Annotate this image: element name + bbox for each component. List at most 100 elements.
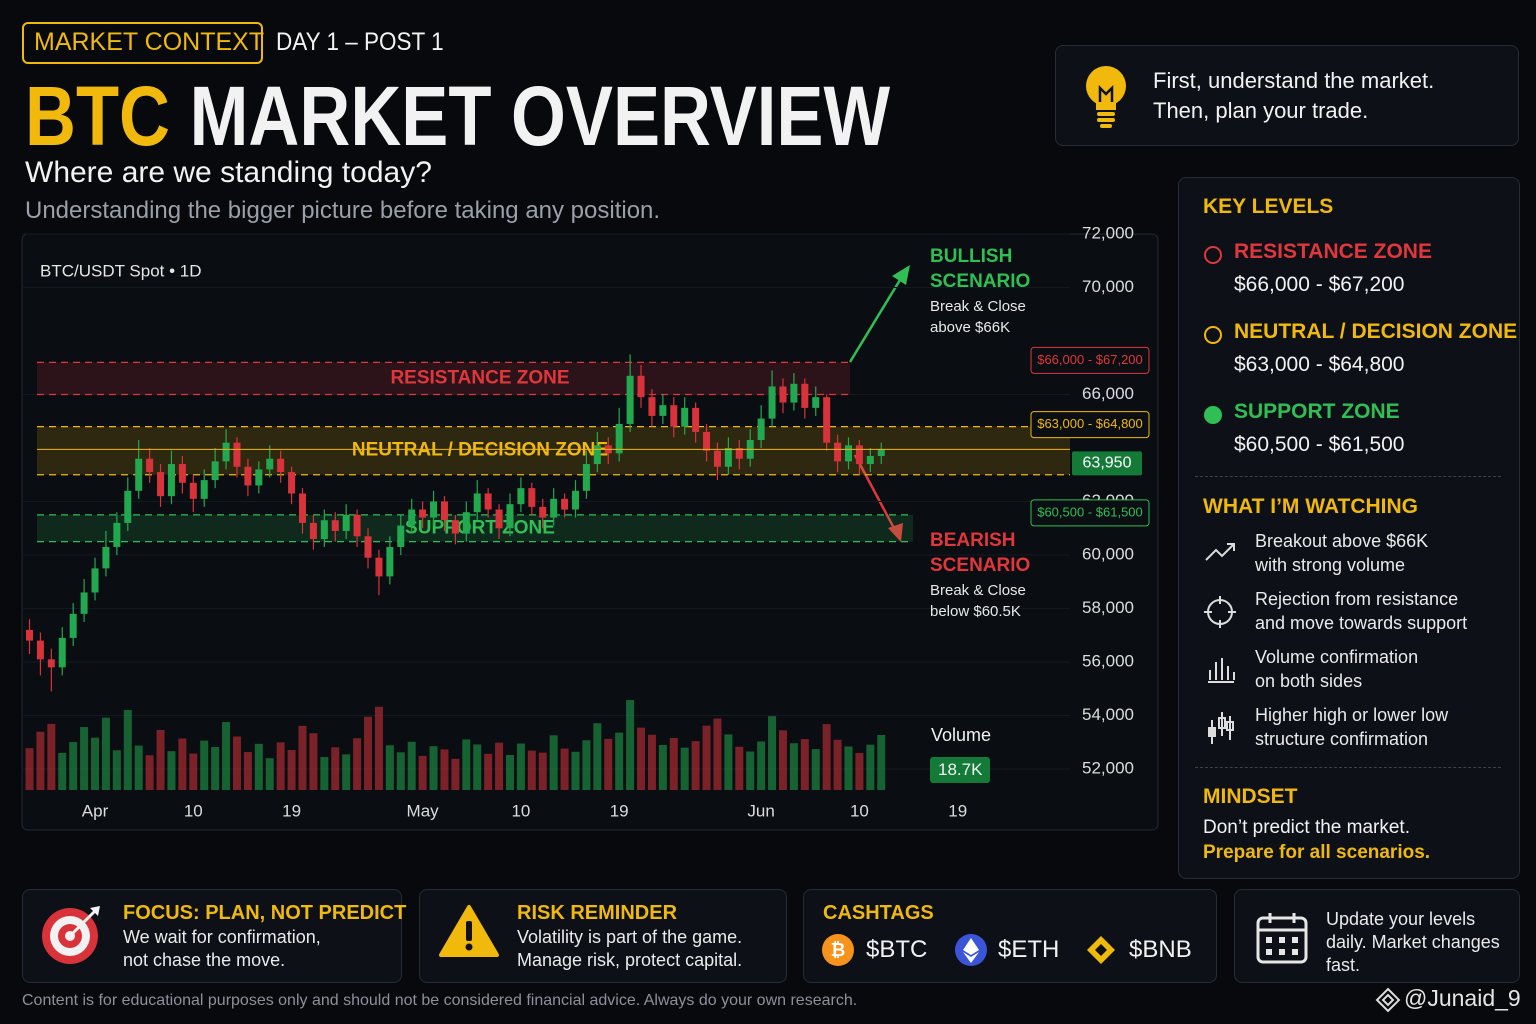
candle-body xyxy=(375,557,383,577)
watch-line: with strong volume xyxy=(1255,555,1406,575)
candle-body xyxy=(320,520,328,539)
volume-bar xyxy=(364,716,373,790)
candle-body xyxy=(670,405,678,427)
volume-bar xyxy=(331,747,340,790)
candle-body xyxy=(309,522,317,539)
volume-bar xyxy=(691,741,700,790)
candle-body xyxy=(637,375,645,398)
badge: MARKET CONTEXT xyxy=(34,28,265,56)
level-range: $63,000 - $64,800 xyxy=(1234,353,1405,376)
tip-line: Then, plan your trade. xyxy=(1153,98,1369,123)
candle-body xyxy=(855,445,863,465)
calendar-icon xyxy=(1256,913,1308,964)
candle-body xyxy=(462,512,470,534)
level-dot xyxy=(1204,326,1222,344)
volume-bar xyxy=(866,744,875,790)
scenario-text: Break & Close below $60.5K xyxy=(930,582,1026,620)
watch-line: and move towards support xyxy=(1255,613,1468,633)
card-line: Volatility is part of the game. xyxy=(517,927,743,947)
volume-bar xyxy=(516,743,525,790)
volume-bar xyxy=(647,734,656,790)
candle-body xyxy=(823,397,831,443)
candle-body xyxy=(222,442,230,462)
y-tick-label: 58,000 xyxy=(1082,598,1134,617)
candle-body xyxy=(233,442,241,467)
zone-tag: $60,500 - $61,500 xyxy=(1037,504,1143,519)
candle-body xyxy=(528,488,536,507)
volume-bar xyxy=(298,725,307,790)
volume-bar xyxy=(658,745,667,790)
volume-bar xyxy=(451,758,460,790)
candle-body xyxy=(397,525,405,547)
scenario: BEARISH SCENARIO Break & Close below $60… xyxy=(930,528,1040,622)
divider xyxy=(1195,767,1501,768)
candle-body xyxy=(342,514,350,531)
volume-bar xyxy=(626,700,635,790)
volume-bar xyxy=(789,743,798,790)
card-line: We wait for confirmation, xyxy=(123,927,321,947)
volume-bar xyxy=(232,736,241,790)
volume-bar xyxy=(276,742,285,790)
candle-body xyxy=(681,407,689,427)
badge-box xyxy=(22,22,263,64)
candle-body xyxy=(790,383,798,403)
candle-body xyxy=(135,458,143,491)
card-line: Manage risk, protect capital. xyxy=(517,950,743,970)
watch-line: structure confirmation xyxy=(1255,729,1429,749)
x-tick-label: 19 xyxy=(610,801,629,820)
volume-bar xyxy=(418,755,427,790)
bull-arrow xyxy=(848,274,905,363)
zone-tag-box xyxy=(1030,499,1150,527)
volume-bar xyxy=(47,723,56,790)
volume-bar xyxy=(757,741,766,790)
volume-bar xyxy=(615,732,624,790)
volume-bar xyxy=(222,722,231,790)
candle-body xyxy=(408,509,416,526)
scenario: BULLISH SCENARIO Break & Close above $66… xyxy=(930,244,1040,338)
update-line: fast. xyxy=(1326,955,1361,975)
candle-body xyxy=(146,458,154,473)
candle-body xyxy=(582,464,590,491)
candle-body xyxy=(648,397,656,416)
mindset-line: Don’t predict the market. xyxy=(1203,817,1410,838)
volume-bar xyxy=(243,752,252,790)
zone xyxy=(37,514,913,542)
level-dot xyxy=(1204,406,1222,424)
watch-line: Higher high or lower low xyxy=(1255,705,1449,725)
y-tick-label: 72,000 xyxy=(1082,223,1134,242)
volume-bar xyxy=(811,749,820,790)
volume-title: Volume xyxy=(931,725,992,745)
coin-icons: ₿ xyxy=(822,934,1115,966)
volume-last: 18.7K xyxy=(930,757,991,783)
level-name: NEUTRAL / DECISION ZONE xyxy=(1234,320,1518,343)
volume-bar xyxy=(713,718,722,790)
volume-bar xyxy=(58,752,67,790)
volume-bar xyxy=(385,745,394,790)
bear-arrow-head xyxy=(888,523,903,542)
card xyxy=(1234,889,1520,983)
zone-tag-box xyxy=(1030,411,1150,439)
candle-body xyxy=(517,488,525,505)
volume-bar xyxy=(669,737,678,790)
volume-bar xyxy=(134,745,143,790)
candle-body xyxy=(572,490,579,510)
card-title: FOCUS: PLAN, NOT PREDICT xyxy=(123,902,407,924)
volume-bar xyxy=(637,727,646,790)
y-tick-label: 56,000 xyxy=(1082,651,1134,670)
levels-panel xyxy=(1178,177,1520,879)
watch-line: Volume confirmation xyxy=(1255,647,1419,667)
candle-body xyxy=(768,386,776,419)
volume-bar xyxy=(746,751,755,790)
volume-bar xyxy=(549,735,558,790)
candle-body xyxy=(692,407,700,432)
level-dot xyxy=(1204,246,1222,264)
candle-body xyxy=(703,431,711,451)
watermark: @Junaid_9 xyxy=(1404,985,1521,1011)
volume-bar xyxy=(484,753,493,790)
volume-bar xyxy=(36,731,45,790)
candle-body xyxy=(244,466,252,486)
volume-bar xyxy=(287,750,296,790)
scenario-title: BEARISH SCENARIO xyxy=(930,530,1031,576)
zone-label: RESISTANCE ZONE xyxy=(390,367,569,388)
candle-body xyxy=(877,449,885,457)
